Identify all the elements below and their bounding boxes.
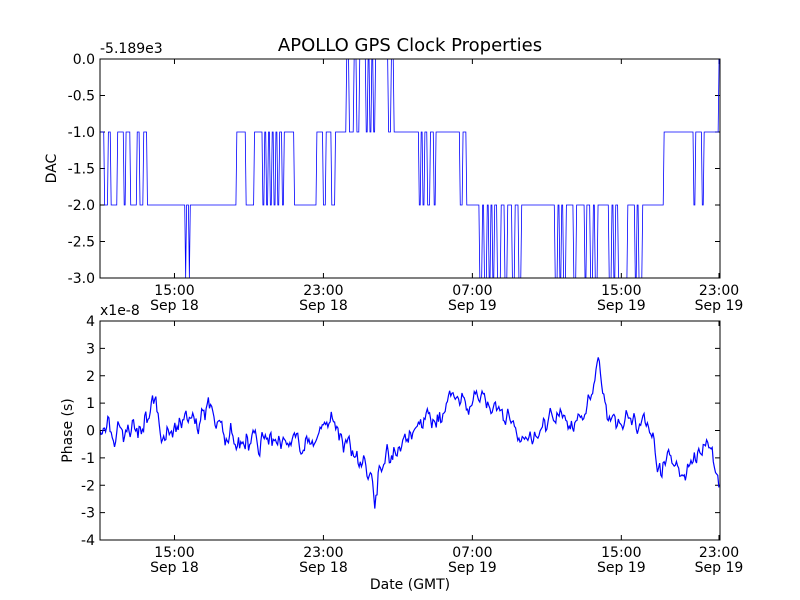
phase-ytick-label: 4: [86, 314, 95, 330]
phase-plot-frame: [99, 320, 721, 541]
phase-offset-text: x1e-8: [100, 303, 140, 319]
dac-ytick-label: -1.0: [68, 125, 95, 141]
dac-xtick-label-date: Sep 19: [448, 298, 497, 314]
dac-ytick-label: -1.5: [68, 162, 95, 178]
phase-ytick-label: 1: [86, 396, 95, 412]
dac-ytick-label: 0.0: [73, 52, 95, 68]
phase-y-axis-label: Phase (s): [60, 398, 76, 462]
figure-title: APOLLO GPS Clock Properties: [278, 35, 542, 56]
phase-ytick-label: -1: [81, 451, 95, 467]
dac-xtick-label-date: Sep 18: [150, 298, 199, 314]
dac-xtick-label-time: 23:00: [699, 283, 739, 299]
phase-x-axis-label: Date (GMT): [370, 577, 450, 593]
phase-xtick-label-time: 15:00: [154, 545, 194, 561]
phase-ytick-label: -4: [81, 533, 95, 549]
dac-xtick-label-time: 23:00: [303, 283, 343, 299]
phase-xtick-label-date: Sep 18: [150, 560, 199, 576]
phase-xtick-label-date: Sep 19: [695, 560, 744, 576]
phase-ytick-label: 3: [86, 341, 95, 357]
dac-series-line: [100, 59, 720, 278]
phase-ytick-label: -2: [81, 478, 95, 494]
dac-ytick-label: -2.5: [68, 235, 95, 251]
phase-xtick-label-date: Sep 19: [597, 560, 646, 576]
phase-xtick-label-time: 15:00: [601, 545, 641, 561]
phase-series-line: [100, 357, 720, 509]
phase-xtick-label-time: 23:00: [699, 545, 739, 561]
dac-xtick-label-date: Sep 19: [695, 298, 744, 314]
phase-ytick-label: 2: [86, 369, 95, 385]
phase-xtick-label-date: Sep 18: [299, 560, 348, 576]
dac-xtick-label-time: 15:00: [154, 283, 194, 299]
dac-offset-text: -5.189e3: [100, 41, 163, 57]
dac-ytick-label: -2.0: [68, 198, 95, 214]
phase-ytick-label: 0: [86, 424, 95, 440]
dac-xtick-label-time: 15:00: [601, 283, 641, 299]
dac-ytick-label: -3.0: [68, 271, 95, 287]
phase-panel: x1e-8 Phase (s) Date (GMT) 4 3 2 1 0 -1 -2 -3 -4…: [60, 303, 743, 593]
dac-plot-frame: [99, 58, 721, 279]
phase-ytick-label: -3: [81, 506, 95, 522]
dac-ytick-label: -0.5: [68, 89, 95, 105]
dac-xtick-label-time: 07:00: [452, 283, 492, 299]
phase-xtick-label-time: 23:00: [303, 545, 343, 561]
dac-xtick-label-date: Sep 18: [299, 298, 348, 314]
dac-xtick-label-date: Sep 19: [597, 298, 646, 314]
dac-y-axis-label: DAC: [44, 153, 60, 183]
phase-xtick-label-time: 07:00: [452, 545, 492, 561]
dac-panel: -5.189e3 DAC 0.0 -0.5 -1.0 -1.5 -2.0 -2.5 -3.0…: [44, 41, 743, 314]
phase-xtick-label-date: Sep 19: [448, 560, 497, 576]
